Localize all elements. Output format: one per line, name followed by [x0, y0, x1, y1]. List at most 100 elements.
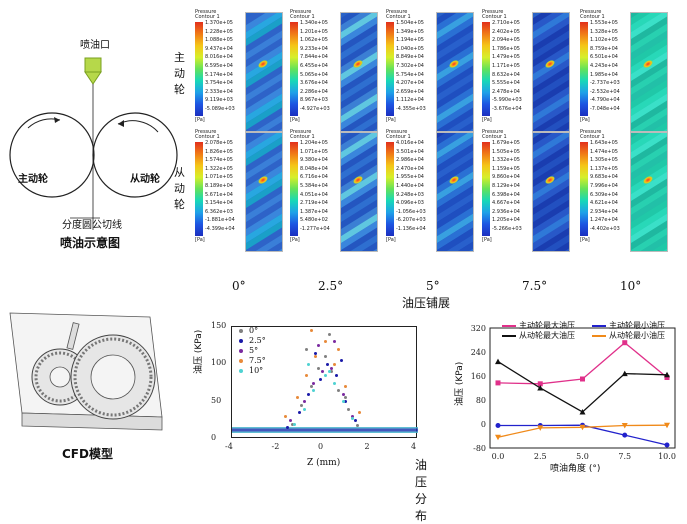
driven-wheel-label: 从动轮 [130, 174, 160, 185]
pressure-contour-image [340, 132, 378, 252]
legend-value: 5.480e+02 [300, 217, 328, 224]
line-point [664, 375, 670, 380]
legend-colorbar [580, 22, 588, 116]
legend-title: Pressure [580, 129, 602, 135]
line-legend-swatch [592, 324, 606, 327]
drive-wheel [9, 112, 95, 198]
legend-value: 1.071e+05 [205, 174, 233, 181]
pressure-contour-image [245, 132, 283, 252]
scatter-legend-item: 7.5° [239, 356, 266, 366]
scatter-ytick: 0 [211, 433, 217, 442]
scatter-point [330, 370, 334, 374]
line-xtick: 2.5 [534, 452, 547, 461]
line-legend-label: 主动轮最大油压 [519, 321, 575, 330]
scatter-point [332, 362, 336, 366]
scatter-point [328, 370, 332, 374]
legend-value: 1.340e+05 [300, 20, 328, 26]
legend-value: 1.643e+05 [590, 140, 618, 146]
row-label-driven: 从动轮 [174, 166, 185, 211]
legend-value: 7.302e+04 [396, 62, 424, 69]
legend-title: Pressure [386, 129, 408, 135]
scatter-point [344, 385, 348, 389]
legend-value: 7.844e+04 [300, 54, 328, 61]
line-point [622, 432, 628, 438]
scatter-point [297, 411, 301, 415]
scatter-point [344, 400, 348, 404]
legend-title: Pressure [580, 9, 602, 15]
line-point [579, 424, 586, 431]
legend-value: -4.402e+03 [590, 225, 620, 232]
pressure-legend: Pressure Contour 1 1.504e+05 1.349e+05 1.194… [386, 9, 436, 128]
scatter-point [321, 370, 325, 374]
pressure-contour-image [436, 132, 474, 252]
legend-value: 1.955e+04 [396, 174, 424, 181]
line-point [621, 370, 628, 377]
legend-subtitle: Contour 1 [290, 134, 315, 141]
legend-unit: [Pa] [482, 237, 492, 243]
nozzle-tip [84, 71, 102, 85]
scatter-point [288, 418, 292, 422]
line-point [537, 425, 544, 431]
line-point [537, 385, 544, 391]
scatter-legend-swatch [239, 359, 243, 363]
legend-value: 8.632e+04 [492, 71, 520, 78]
legend-value: -6.207e+03 [396, 217, 426, 224]
legend-value: 6.501e+04 [590, 54, 618, 61]
line-point [580, 376, 585, 382]
legend-value: 1.322e+05 [205, 165, 233, 172]
legend-value: 6.309e+04 [590, 191, 618, 198]
legend-value: 5.555e+04 [492, 80, 520, 87]
legend-value: 1.071e+05 [300, 148, 328, 155]
angle-label-5: 5° [426, 279, 440, 293]
legend-value: -7.048e+04 [590, 105, 620, 112]
scatter-legend-label: 5° [249, 346, 259, 355]
scatter-xtick: 0 [318, 442, 324, 451]
scatter-point [302, 407, 306, 411]
driven-wheel [92, 112, 178, 198]
pressure-contour-image [436, 12, 474, 132]
angle-label-0: 0° [232, 279, 246, 293]
pressure-legend: Pressure Contour 1 1.204e+05 1.071e+05 9.380… [290, 129, 340, 248]
legend-value: 1.553e+05 [590, 20, 618, 26]
line-legend-item: 主动轮最大油压 [502, 320, 575, 331]
pressure-legend: Pressure Contour 1 2.710e+05 2.402e+05 2.094… [482, 9, 532, 128]
line-series-path [497, 361, 668, 413]
scatter-caption: 油压分布 [415, 458, 428, 523]
scatter-point [307, 392, 311, 396]
legend-value: 4.243e+04 [590, 62, 618, 69]
legend-value: 1.171e+05 [492, 62, 520, 69]
legend-value: 4.207e+04 [396, 80, 424, 87]
angle-label-7-5: 7.5° [522, 279, 548, 293]
scatter-point [356, 424, 360, 428]
legend-value: 2.710e+05 [492, 20, 520, 26]
legend-value: 1.328e+05 [590, 28, 618, 35]
driven-arrowhead [118, 120, 124, 127]
pressure-legend: Pressure Contour 1 4.016e+04 3.501e+04 2.986… [386, 129, 436, 248]
line-ytick: 0 [481, 420, 486, 429]
line-legend-label: 从动轮最小油压 [609, 331, 665, 340]
scatter-point [300, 403, 304, 407]
scatter-point [342, 392, 346, 396]
scatter-point [309, 329, 313, 333]
legend-unit: [Pa] [386, 237, 396, 243]
scatter-point [311, 381, 315, 385]
legend-subtitle: Contour 1 [482, 134, 507, 141]
scatter-legend-label: 2.5° [249, 336, 266, 345]
scatter-legend-swatch [239, 349, 243, 353]
drive-arrowhead [54, 117, 60, 123]
legend-value: 5.384e+04 [300, 182, 328, 189]
scatter-ytick: 50 [211, 395, 222, 405]
legend-subtitle: Contour 1 [482, 14, 507, 21]
legend-value: 1.370e+05 [205, 20, 233, 26]
line-chart: -80 0 80 160 240 320 0.0 2.5 5.0 7.5 10.0 油压 (KPa)… [450, 316, 685, 481]
pressure-legend: Pressure Contour 1 1.370e+05 1.228e+05 1.088… [195, 9, 245, 128]
legend-value: 2.936e+04 [492, 208, 520, 215]
legend-colorbar [386, 22, 394, 116]
legend-value: 1.040e+05 [396, 45, 424, 52]
legend-unit: [Pa] [195, 117, 205, 123]
legend-value: -1.136e+04 [396, 225, 426, 232]
legend-title: Pressure [290, 9, 312, 15]
legend-value: 2.934e+04 [590, 208, 618, 215]
pressure-legend: Pressure Contour 1 1.340e+05 1.201e+05 1.062… [290, 9, 340, 128]
scatter-point [316, 344, 320, 348]
